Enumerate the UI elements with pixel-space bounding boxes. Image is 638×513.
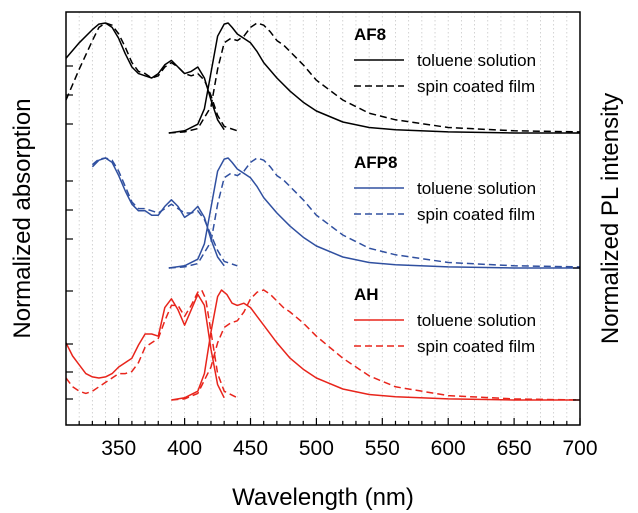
panel-label: AFP8 (354, 153, 397, 172)
film-absorption-curve (65, 289, 238, 399)
film-absorption-curve (65, 22, 238, 132)
solution-absorption-curve (91, 157, 225, 267)
legend-entry: toluene solution (417, 311, 536, 330)
y-axis-title-right: Normalized PL intensity (597, 93, 624, 344)
film-pl-curve (168, 22, 581, 134)
legends: AF8 toluene solution spin coated film AFP8 t… (354, 25, 536, 356)
x-tick-label: 600 (431, 437, 466, 460)
x-tick-label: 650 (497, 437, 532, 460)
legend-entry: spin coated film (417, 205, 535, 224)
spectra-curves (65, 22, 581, 401)
plot-frame (65, 11, 581, 426)
solution-pl-curve (168, 157, 580, 269)
solution-absorption-curve (65, 22, 225, 131)
panel-label: AH (354, 285, 379, 304)
x-tick-label: 700 (562, 437, 597, 460)
y-axis-title-left: Normalized absorption (9, 98, 36, 338)
film-absorption-curve (91, 157, 238, 267)
grid-lines (78, 12, 568, 425)
legend-entry: toluene solution (417, 179, 536, 198)
x-tick-label: 400 (167, 437, 202, 460)
solution-pl-curve (168, 22, 580, 134)
x-tick-label: 350 (101, 437, 136, 460)
legend-entry: spin coated film (417, 77, 535, 96)
solution-absorption-curve (65, 293, 225, 399)
x-axis-title: Wavelength (nm) (232, 484, 414, 511)
legend-entry: toluene solution (417, 51, 536, 70)
legend-entry: spin coated film (417, 337, 535, 356)
x-tick-label: 500 (299, 437, 334, 460)
axis-ticks: 350 400 450 500 550 600 650 700 (66, 65, 598, 460)
x-tick-label: 550 (365, 437, 400, 460)
solution-pl-curve (171, 289, 580, 401)
x-tick-label: 450 (233, 437, 268, 460)
film-pl-curve (171, 289, 581, 401)
film-pl-curve (168, 157, 581, 269)
panel-label: AF8 (354, 25, 386, 44)
